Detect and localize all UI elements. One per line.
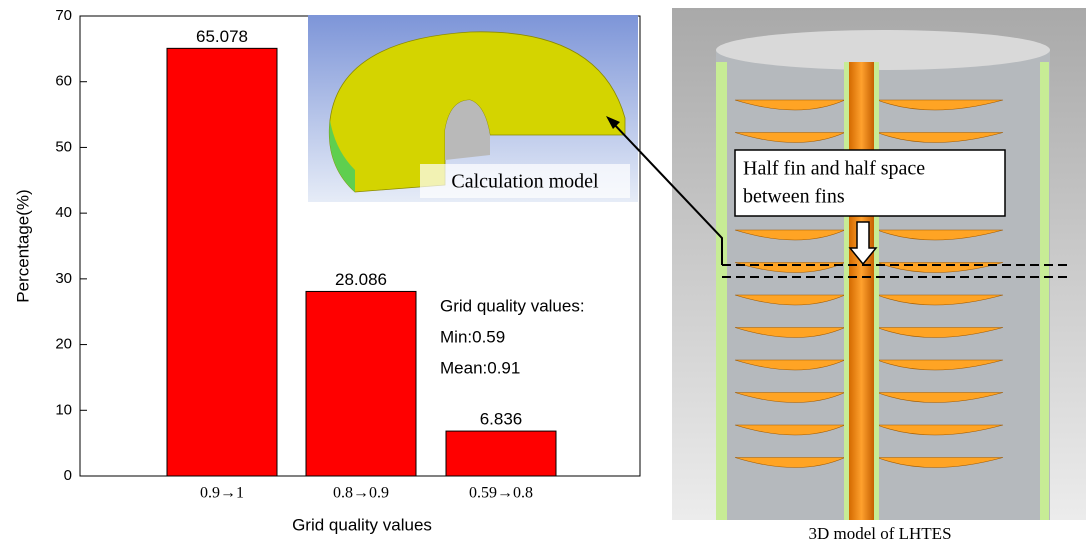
y-axis-label: Percentage(%) — [13, 189, 32, 302]
callout-text: Half fin and half space — [743, 158, 925, 180]
y-tick-label: 20 — [55, 336, 72, 353]
annotation: Min:0.59 — [440, 327, 505, 346]
x-tick-label: 0.8→0.9 — [333, 485, 389, 502]
inset-image: Calculation model — [308, 15, 638, 202]
down-arrow — [848, 221, 878, 266]
x-tick-label: 0.9→1 — [200, 485, 244, 502]
fin — [876, 327, 1004, 338]
x-tick-label: 0.59→0.8 — [469, 485, 533, 502]
inset-label: Calculation model — [451, 171, 599, 193]
fin — [734, 229, 846, 241]
value-label: 28.086 — [335, 270, 387, 289]
annotation: Grid quality values: — [440, 296, 585, 315]
fin — [734, 457, 846, 468]
fin — [734, 392, 846, 403]
y-tick-label: 40 — [55, 204, 72, 221]
fin — [876, 424, 1004, 436]
callout-text: between fins — [743, 186, 845, 208]
y-tick-label: 70 — [55, 7, 72, 24]
model-image: Half fin and half space between fins — [606, 8, 1086, 520]
fin — [876, 294, 1004, 306]
fin — [876, 99, 1004, 111]
y-tick-label: 60 — [55, 73, 72, 90]
bar — [445, 430, 557, 477]
callout-box — [734, 149, 1006, 217]
fin — [734, 327, 846, 338]
fin — [734, 99, 846, 111]
bar — [305, 290, 417, 477]
fin — [734, 424, 846, 436]
fin — [734, 262, 846, 273]
model-caption: 3D model of LHTES — [808, 524, 951, 543]
annotation: Mean:0.91 — [440, 358, 520, 377]
rod — [849, 62, 874, 520]
arrow-head — [606, 116, 620, 129]
y-tick-label: 10 — [55, 401, 72, 418]
value-label: 65.078 — [196, 27, 248, 46]
y-tick-label: 0 — [64, 467, 72, 484]
value-label: 6.836 — [480, 410, 523, 429]
fin — [734, 294, 846, 306]
bar — [166, 47, 278, 477]
fin — [876, 359, 1004, 371]
y-tick-label: 50 — [55, 138, 72, 155]
fin — [734, 359, 846, 371]
fin — [876, 457, 1004, 468]
fin — [876, 392, 1004, 403]
plot-area: 0 10 20 30 40 50 60 70 Percentage(%) Grid quality… — [13, 7, 641, 534]
fin — [876, 229, 1004, 241]
fin — [734, 132, 846, 143]
arrow-line — [611, 121, 723, 265]
y-tick-label: 30 — [55, 270, 72, 287]
x-axis-label: Grid quality values — [292, 515, 432, 534]
fin — [876, 132, 1004, 143]
